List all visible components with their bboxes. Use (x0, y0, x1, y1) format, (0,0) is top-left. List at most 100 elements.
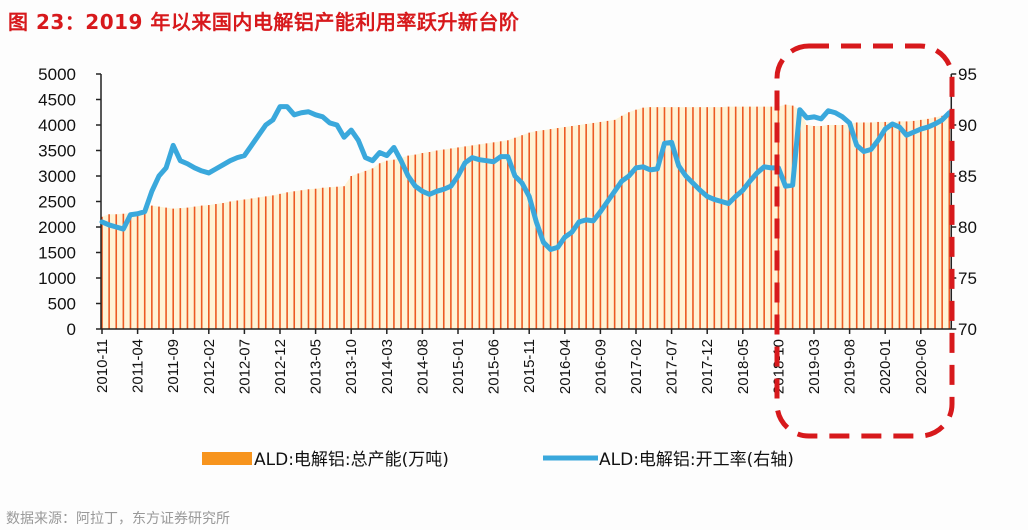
data-source: 数据来源：阿拉丁，东方证券研究所 (6, 511, 230, 527)
bar-capacity (877, 121, 879, 329)
bar-capacity (129, 213, 132, 329)
bar-capacity (115, 214, 118, 329)
left-tick-label: 4000 (38, 116, 76, 135)
bar-capacity (179, 208, 182, 329)
bar-capacity (599, 121, 602, 329)
bar-capacity (920, 119, 922, 330)
bar-capacity (442, 149, 445, 329)
bar-capacity (770, 106, 773, 329)
bar-capacity (435, 150, 438, 329)
bar-capacity (763, 106, 765, 329)
bar-capacity (592, 122, 595, 330)
x-tick-label: 2013-10 (343, 339, 360, 394)
left-tick-label: 0 (67, 320, 76, 339)
bar-capacity (613, 119, 616, 330)
x-tick-label: 2020-01 (877, 339, 894, 394)
bar-area-fill (102, 104, 950, 329)
bar-capacity (514, 137, 516, 329)
bar-capacity (393, 159, 395, 329)
bar-capacity (806, 125, 808, 329)
bar-capacity (457, 147, 459, 329)
x-tick-label: 2012-07 (236, 339, 253, 394)
figure-title: 图 23：2019 年以来国内电解铝产能利用率跃升新台阶 (8, 10, 520, 34)
x-tick-label: 2020-06 (913, 339, 930, 394)
bar-capacity (777, 106, 780, 329)
bar-capacity (300, 190, 303, 329)
bar-capacity (699, 107, 701, 330)
bar-capacity (649, 107, 652, 330)
bar-capacity (535, 131, 538, 329)
bar-capacity (386, 160, 388, 329)
bar-capacity (749, 106, 751, 329)
x-tick-label: 2017-02 (628, 339, 645, 394)
bar-capacity (521, 135, 523, 329)
bar-capacity (478, 144, 481, 329)
bar-capacity (272, 195, 274, 329)
bar-capacity (585, 123, 587, 329)
bar-capacity (663, 107, 666, 330)
legend-label-capacity: ALD:电解铝:总产能(万吨) (254, 450, 449, 470)
bar-capacity (136, 211, 139, 329)
left-tick-label: 2500 (38, 193, 76, 212)
bar-capacity (685, 107, 687, 330)
bar-capacity (542, 130, 545, 329)
x-tick-label: 2014-08 (414, 339, 431, 394)
bar-capacity (564, 127, 566, 329)
bar-capacity (172, 208, 174, 329)
x-tick-label: 2015-11 (521, 339, 538, 393)
bar-capacity (243, 199, 246, 329)
x-tick-label: 2017-07 (664, 339, 681, 394)
legend-label-utilization: ALD:电解铝:开工率(右轴) (599, 450, 794, 470)
bar-capacity (884, 121, 886, 329)
bar-capacity (414, 154, 417, 329)
x-tick-label: 2019-03 (806, 339, 823, 394)
bar-capacity (485, 143, 488, 329)
x-tick-label: 2013-05 (308, 339, 325, 394)
bar-capacity (727, 106, 730, 329)
bar-capacity (507, 140, 509, 329)
bar-capacity (350, 176, 352, 329)
bar-capacity (421, 153, 424, 329)
bar-capacity (734, 106, 737, 329)
bar-capacity (471, 145, 474, 329)
bar-capacity (798, 109, 801, 329)
bar-capacity (264, 196, 267, 329)
bar-capacity (293, 191, 296, 329)
bar-capacity (215, 204, 217, 329)
bar-capacity (855, 122, 858, 329)
bar-capacity (222, 203, 224, 329)
bar-capacity (143, 209, 146, 329)
x-tick-label: 2011-04 (130, 339, 147, 393)
x-tick-label: 2016-09 (592, 339, 609, 394)
bar-capacity (165, 207, 167, 329)
bar-capacity (813, 126, 815, 330)
bar-capacity (151, 205, 153, 329)
bar-capacity (571, 126, 573, 330)
bar-capacity (677, 107, 680, 330)
left-tick-label: 5000 (38, 65, 76, 84)
bar-capacity (706, 107, 708, 330)
right-tick-label: 85 (958, 167, 977, 186)
bar-capacity (321, 187, 324, 329)
bar-capacity (820, 126, 822, 330)
bar-capacity (364, 170, 367, 329)
right-tick-label: 95 (958, 65, 977, 84)
left-tick-label: 500 (48, 295, 76, 314)
bar-capacity (407, 155, 409, 329)
bar-capacity (620, 115, 623, 329)
bar-capacity (905, 121, 908, 330)
bar-capacity (428, 152, 431, 329)
bar-capacity (948, 114, 951, 329)
bar-capacity (898, 121, 901, 330)
x-tick-label: 2012-12 (272, 339, 289, 394)
bar-capacity (286, 192, 288, 329)
bar-capacity (101, 216, 103, 329)
bar-capacity (720, 107, 723, 330)
bar-capacity (606, 120, 609, 329)
left-tick-label: 3000 (38, 167, 76, 186)
x-tick-label: 2016-04 (557, 339, 574, 394)
bar-capacity (863, 122, 865, 329)
bar-capacity (927, 118, 929, 329)
